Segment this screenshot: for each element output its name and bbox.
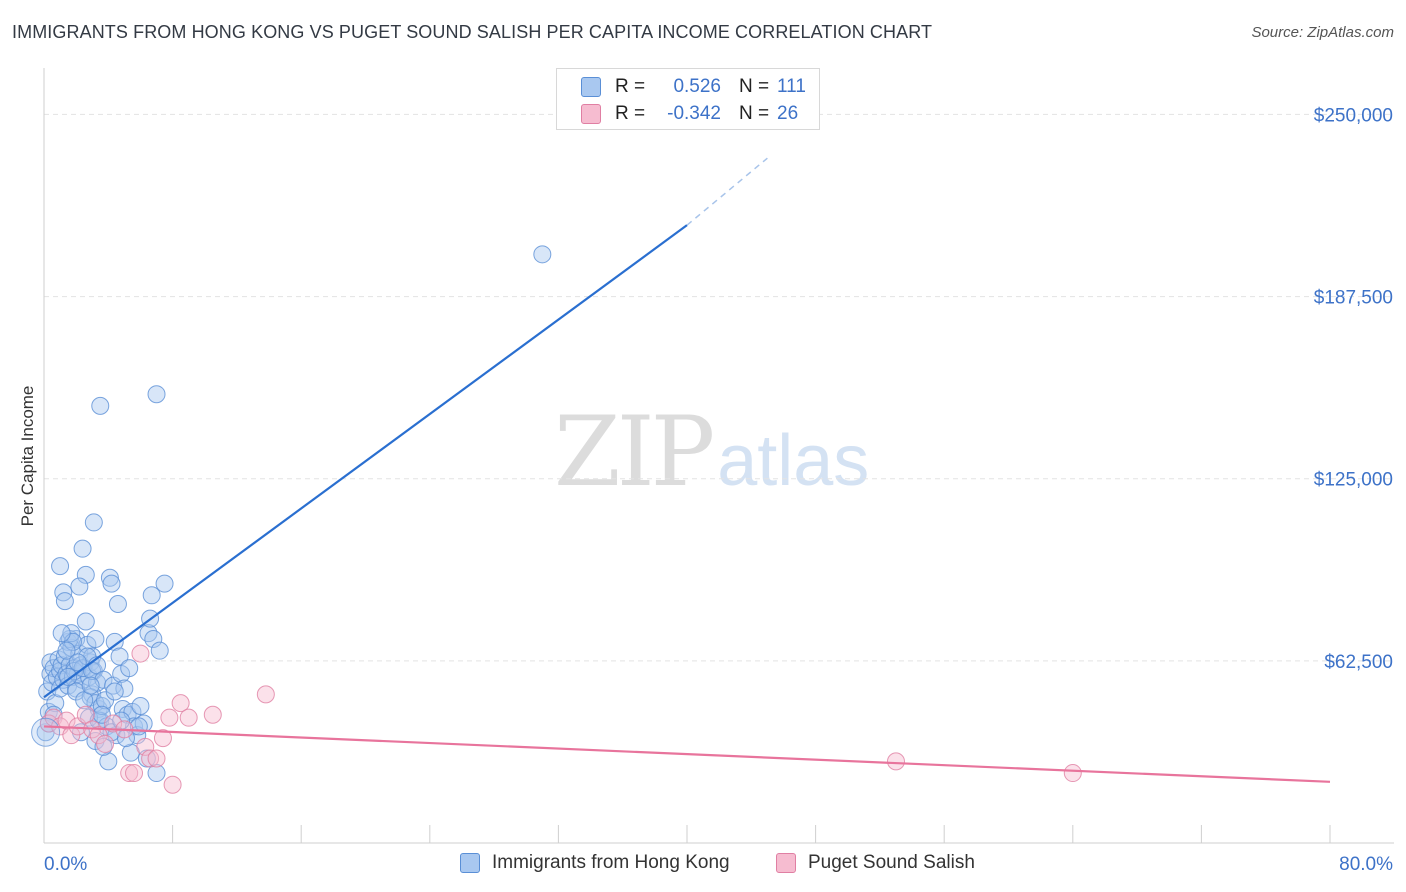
point-blue-42 <box>55 592 74 611</box>
point-blue-71 <box>110 647 129 666</box>
n-label: N = <box>739 76 770 97</box>
point-blue-49 <box>73 539 92 558</box>
point-blue-large <box>31 717 61 747</box>
point-blue-85 <box>142 586 161 605</box>
series-name: Puget Sound Salish <box>808 852 975 873</box>
point-pink-24 <box>256 685 275 704</box>
trendline-blue <box>43 224 688 699</box>
point-blue-106 <box>105 682 124 701</box>
point-pink-16 <box>141 749 160 768</box>
point-blue-65 <box>100 568 119 587</box>
point-pink-23 <box>203 705 222 724</box>
r-label: R = <box>615 76 646 97</box>
point-pink-20 <box>163 775 182 794</box>
point-blue-109 <box>147 385 166 404</box>
point-blue-29 <box>76 565 95 584</box>
point-pink-18 <box>153 729 172 748</box>
point-pink-13 <box>125 764 144 783</box>
point-blue-66 <box>102 574 121 593</box>
point-blue-83 <box>139 624 158 643</box>
watermark-atlas: atlas <box>717 421 870 501</box>
r-value: -0.342 <box>667 103 721 124</box>
watermark-zip: ZIP <box>554 396 715 508</box>
bottom-legend-puget-sound: Puget Sound Salish <box>776 852 975 874</box>
point-blue-64 <box>99 752 118 771</box>
n-value: 111 <box>777 76 806 97</box>
n-label: N = <box>739 103 770 124</box>
point-pink-12 <box>120 764 139 783</box>
point-blue-80 <box>131 697 150 716</box>
point-blue-88 <box>150 641 169 660</box>
chart-title: IMMIGRANTS FROM HONG KONG VS PUGET SOUND… <box>12 22 933 42</box>
y-tick-label-3: $250,000 <box>1314 105 1393 126</box>
point-pink-9 <box>96 734 115 753</box>
point-blue-108 <box>91 396 110 415</box>
point-blue-104 <box>81 676 100 695</box>
y-tick-label-0: $62,500 <box>1324 652 1393 673</box>
legend-row-hong-kong: R = 0.526 N = 111 <box>581 75 806 99</box>
point-blue-107 <box>120 659 139 678</box>
pink-swatch-icon <box>581 104 601 124</box>
point-blue-51 <box>76 612 95 631</box>
point-blue-81 <box>134 714 153 733</box>
point-blue-86 <box>144 630 163 648</box>
n-value: 26 <box>777 103 799 124</box>
point-blue-40 <box>51 557 70 576</box>
trendline-pink <box>43 725 1331 783</box>
point-blue-97 <box>57 641 76 660</box>
pink-swatch-icon <box>776 853 796 873</box>
point-blue-68 <box>105 632 124 651</box>
trendline-extension-blue <box>686 157 768 226</box>
r-label: R = <box>615 103 646 124</box>
point-blue-102 <box>68 653 87 672</box>
point-blue-7 <box>46 694 65 713</box>
point-blue-70 <box>108 595 127 614</box>
point-blue-101 <box>59 667 78 686</box>
point-pink-14 <box>131 644 150 663</box>
x-tick-label-0: 0.0% <box>44 854 87 875</box>
point-blue-56 <box>84 513 103 532</box>
point-blue-89 <box>155 574 174 593</box>
blue-swatch-icon <box>581 77 601 97</box>
point-blue-100 <box>52 624 71 643</box>
point-pink-19 <box>160 708 179 727</box>
point-pink-26 <box>1063 764 1082 783</box>
bottom-legend-hong-kong: Immigrants from Hong Kong <box>460 852 730 874</box>
point-pink-10 <box>104 714 123 733</box>
y-tick-label-1: $125,000 <box>1314 470 1393 491</box>
y-tick-label-2: $187,500 <box>1314 288 1393 309</box>
blue-swatch-icon <box>460 853 480 873</box>
series-name: Immigrants from Hong Kong <box>492 852 730 873</box>
source-credit: Source: ZipAtlas.com <box>1251 24 1394 41</box>
r-value: 0.526 <box>673 76 721 97</box>
point-blue-95 <box>129 717 148 736</box>
point-pink-21 <box>171 694 190 713</box>
point-blue-36 <box>86 630 105 648</box>
point-blue-48 <box>70 577 89 596</box>
point-pink-17 <box>147 749 166 768</box>
point-blue-105 <box>94 737 113 756</box>
stats-legend: R = 0.526 N = 111 R = -0.342 N = 26 <box>556 68 820 130</box>
x-tick-label-1: 80.0% <box>1339 854 1393 875</box>
point-pink-22 <box>179 708 198 727</box>
point-pink-15 <box>136 737 155 756</box>
point-pink-3 <box>57 711 76 730</box>
point-pink-25 <box>886 752 905 771</box>
watermark: ZIPatlas <box>554 404 869 501</box>
point-blue-110 <box>533 245 552 264</box>
legend-row-puget-sound: R = -0.342 N = 26 <box>581 102 798 126</box>
